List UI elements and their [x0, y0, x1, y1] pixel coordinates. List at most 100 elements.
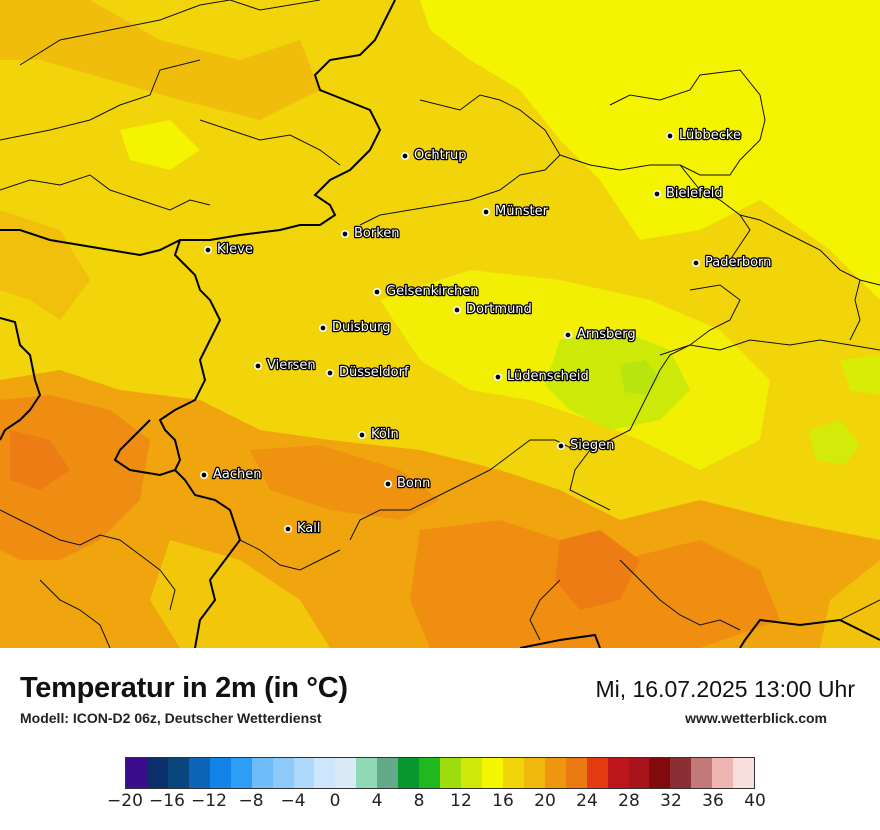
hot-zone-koeln — [250, 445, 440, 520]
city-gelsenkirchen[interactable]: Gelsenkirchen — [372, 283, 480, 300]
legend-tick-label: 28 — [618, 791, 640, 811]
city-siegen[interactable]: Siegen — [556, 437, 616, 454]
legend-swatch — [733, 758, 755, 788]
legend-tick-label: 4 — [371, 791, 383, 811]
city-label: Duisburg — [332, 320, 391, 335]
city-label: Ochtrup — [414, 148, 467, 163]
city-paderborn[interactable]: Paderborn — [691, 254, 773, 271]
greenish-zone-east2 — [840, 355, 880, 395]
legend-swatch — [419, 758, 441, 788]
legend-swatch — [314, 758, 336, 788]
city-arnsberg[interactable]: Arnsberg — [563, 326, 637, 343]
city-dortmund[interactable]: Dortmund — [452, 301, 533, 318]
legend-swatch — [272, 758, 294, 788]
legend-swatch — [565, 758, 587, 788]
city-luedenscheid[interactable]: Lüdenscheid — [493, 368, 590, 385]
city-aachen[interactable]: Aachen — [200, 466, 263, 483]
map-title: Temperatur in 2m (in °C) — [20, 672, 348, 704]
city-label: Dortmund — [466, 302, 532, 317]
legend-swatch — [356, 758, 378, 788]
legend-swatch — [691, 758, 713, 788]
legend-tick-label: 12 — [450, 791, 472, 811]
city-duesseldorf[interactable]: Düsseldorf — [325, 364, 410, 381]
legend-swatch — [649, 758, 671, 788]
legend-tick-label: −12 — [191, 791, 227, 811]
legend-swatch — [209, 758, 231, 788]
greenish-zone-east — [810, 420, 860, 465]
orange-zone-west — [0, 210, 90, 320]
legend-tick-label: −20 — [107, 791, 143, 811]
website-link[interactable]: www.wetterblick.com — [685, 710, 827, 726]
temperature-map: Lübbecke Ochtrup Bielefeld Münster Borke… — [0, 0, 880, 648]
legend-swatch — [586, 758, 608, 788]
legend-swatch — [188, 758, 210, 788]
legend-tick-label: 8 — [413, 791, 425, 811]
city-label: Münster — [495, 204, 549, 219]
legend-swatch — [230, 758, 252, 788]
legend-swatch — [335, 758, 357, 788]
legend-tick-label: −8 — [238, 791, 264, 811]
city-kall[interactable]: Kall — [283, 520, 322, 537]
legend-swatch — [607, 758, 629, 788]
hotter-zone-se — [555, 530, 640, 610]
city-label: Viersen — [267, 358, 316, 373]
legend-swatch — [502, 758, 524, 788]
legend-swatch — [670, 758, 692, 788]
legend-tick-label: −4 — [280, 791, 306, 811]
legend-swatch — [461, 758, 482, 788]
city-label: Lübbecke — [679, 128, 741, 143]
legend-swatch — [251, 758, 273, 788]
city-label: Kleve — [217, 242, 253, 257]
legend-swatch — [126, 758, 147, 788]
legend-swatch — [398, 758, 420, 788]
city-muenster[interactable]: Münster — [481, 203, 550, 220]
model-subtitle: Modell: ICON-D2 06z, Deutscher Wetterdie… — [20, 710, 322, 726]
legend-tick-label: 40 — [744, 791, 766, 811]
district-borders — [0, 0, 880, 648]
greenish-zone-sauerland — [545, 330, 690, 430]
city-label: Paderborn — [705, 255, 771, 270]
city-kleve[interactable]: Kleve — [204, 241, 254, 258]
city-label: Gelsenkirchen — [386, 284, 479, 299]
legend-tick-label: 32 — [660, 791, 682, 811]
city-ochtrup[interactable]: Ochtrup — [400, 147, 468, 164]
state-borders — [0, 0, 880, 648]
city-label: Aachen — [213, 467, 261, 482]
yellow-zone-nw — [120, 120, 200, 170]
city-luebbecke[interactable]: Lübbecke — [665, 127, 742, 144]
city-label: Köln — [371, 427, 399, 442]
city-koeln[interactable]: Köln — [357, 426, 400, 443]
legend-swatch — [377, 758, 399, 788]
orange-zone-nw — [0, 0, 320, 120]
city-borken[interactable]: Borken — [340, 225, 401, 242]
green-spot — [620, 360, 660, 395]
legend-tick-label: 16 — [492, 791, 514, 811]
city-label: Bielefeld — [666, 186, 723, 201]
mid-zone-southwest — [150, 540, 330, 648]
city-bonn[interactable]: Bonn — [383, 475, 432, 492]
map-svg: Lübbecke Ochtrup Bielefeld Münster Borke… — [0, 0, 880, 648]
city-label: Arnsberg — [577, 327, 636, 342]
legend-tick-label: 0 — [329, 791, 341, 811]
city-label: Siegen — [570, 438, 614, 453]
legend-swatch — [628, 758, 650, 788]
hot-zone-aachen — [0, 395, 150, 560]
legend-tick-label: 36 — [702, 791, 724, 811]
legend-swatch — [293, 758, 315, 788]
city-label: Düsseldorf — [339, 365, 409, 380]
city-markers: Lübbecke Ochtrup Bielefeld Münster Borke… — [200, 127, 773, 537]
city-duisburg[interactable]: Duisburg — [318, 319, 392, 336]
legend-ticks: −20 −16 −12 −8 −4 0 4 8 12 16 20 24 28 32 36 40 — [0, 791, 880, 821]
legend-swatch — [712, 758, 734, 788]
legend-swatch — [481, 758, 503, 788]
legend-swatch — [146, 758, 168, 788]
legend-tick-label: −16 — [149, 791, 185, 811]
forecast-datetime: Mi, 16.07.2025 13:00 Uhr — [595, 676, 855, 702]
footer: Temperatur in 2m (in °C) Modell: ICON-D2… — [0, 648, 880, 830]
city-label: Lüdenscheid — [507, 369, 589, 384]
yellow-zone-north — [420, 0, 880, 300]
city-label: Borken — [354, 226, 400, 241]
city-bielefeld[interactable]: Bielefeld — [652, 185, 724, 202]
legend-swatch — [440, 758, 461, 788]
city-viersen[interactable]: Viersen — [254, 357, 317, 374]
